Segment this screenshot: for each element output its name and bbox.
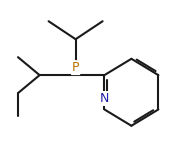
Text: P: P [72,61,79,74]
Text: N: N [100,92,109,105]
